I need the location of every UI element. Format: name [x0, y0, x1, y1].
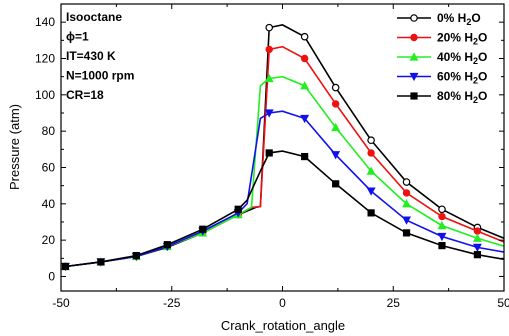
data-point — [367, 136, 375, 145]
legend-item: 80% H2O — [397, 89, 487, 105]
data-point — [437, 220, 447, 230]
x-tick-label: -50 — [52, 296, 70, 310]
data-point — [438, 241, 446, 250]
data-point — [265, 45, 273, 54]
x-tick-label: 25 — [387, 296, 401, 310]
data-point — [234, 205, 242, 213]
legend-marker — [410, 33, 418, 42]
data-point — [300, 32, 309, 41]
annotation-line: CR=18 — [66, 88, 104, 102]
data-point — [473, 251, 482, 259]
annotation-block: Isooctane ϕ=1 IT=430 K N=1000 rpm CR=18 — [66, 10, 134, 102]
data-point — [402, 178, 411, 186]
data-point — [199, 225, 207, 233]
legend-label: 0% H2O — [437, 11, 481, 27]
legend-label: 40% H2O — [437, 50, 487, 66]
y-tick-label: 140 — [35, 15, 55, 29]
axes: -50 -25 0 25 50 0 20 40 60 80 100 120 140 — [35, 3, 509, 310]
data-point — [163, 241, 171, 249]
annotation-line: N=1000 rpm — [66, 69, 134, 83]
y-tick-label: 0 — [48, 269, 55, 283]
data-point — [332, 180, 340, 188]
y-tick-label: 40 — [42, 197, 56, 211]
x-tick-label: 50 — [497, 296, 509, 310]
data-point — [402, 229, 411, 237]
data-point — [367, 149, 375, 157]
data-point — [61, 262, 70, 271]
data-point — [367, 209, 375, 217]
y-tick-label: 100 — [35, 88, 55, 102]
data-point — [265, 149, 273, 157]
data-point — [473, 227, 482, 235]
legend-marker — [410, 14, 418, 22]
legend-label: 80% H2O — [437, 89, 487, 105]
data-point — [438, 205, 446, 214]
data-point — [300, 114, 310, 124]
annotation-line: Isooctane — [66, 10, 122, 24]
data-point — [366, 166, 376, 175]
data-point — [331, 151, 341, 160]
legend-item: 40% H2O — [397, 50, 487, 66]
data-point — [265, 23, 274, 32]
x-axis-label: Crank_rotation_angle — [221, 318, 345, 333]
y-tick-label: 60 — [42, 160, 56, 174]
data-point — [402, 199, 412, 208]
data-point — [331, 83, 340, 92]
y-tick-label: 120 — [35, 51, 55, 65]
series-4 — [61, 149, 504, 271]
legend-marker — [410, 92, 418, 100]
y-axis-label: Pressure (atm) — [7, 104, 22, 190]
legend-label: 20% H2O — [437, 31, 487, 47]
data-point — [402, 216, 412, 225]
annotation-line: IT=430 K — [66, 49, 116, 63]
legend-marker — [409, 52, 419, 61]
data-point — [437, 232, 447, 242]
data-point — [472, 233, 482, 242]
legend-label: 60% H2O — [437, 70, 487, 86]
data-point — [402, 189, 411, 197]
data-point — [132, 251, 140, 260]
y-tick-label: 20 — [42, 233, 56, 247]
data-point — [366, 187, 376, 196]
data-point — [331, 100, 340, 108]
data-point — [301, 152, 309, 161]
data-point — [264, 73, 274, 83]
legend-item: 0% H2O — [397, 11, 481, 27]
data-point — [472, 243, 482, 253]
annotation-line: ϕ=1 — [66, 30, 89, 44]
legend-item: 20% H2O — [397, 31, 487, 47]
legend-marker — [409, 72, 419, 82]
legend-item: 60% H2O — [397, 70, 487, 86]
data-point — [300, 81, 310, 90]
data-point — [97, 258, 105, 266]
series-2 — [61, 73, 504, 271]
y-tick-label: 80 — [42, 124, 56, 138]
data-point — [300, 54, 309, 63]
plot-area — [61, 23, 504, 272]
data-point — [438, 212, 446, 221]
data-point — [331, 122, 341, 132]
x-tick-label: -25 — [163, 296, 181, 310]
legend: 0% H2O 20% H2O 40% H2O 60% H2O 80% H2O — [397, 11, 487, 105]
x-tick-label: 0 — [279, 296, 286, 310]
data-point — [264, 109, 274, 118]
